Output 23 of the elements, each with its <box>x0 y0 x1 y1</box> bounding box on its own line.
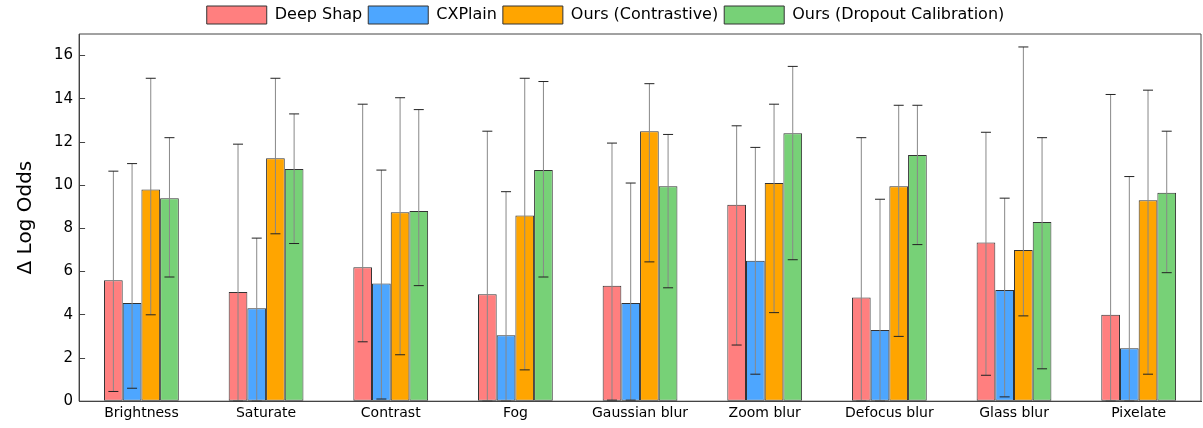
legend-label: Deep Shap <box>274 4 363 24</box>
legend-label: Ours (Dropout Calibration) <box>792 4 1005 24</box>
y-tick-label: 6 <box>63 261 74 280</box>
x-tick-label: Glass blur <box>979 404 1050 421</box>
y-tick-label: 8 <box>63 218 74 237</box>
y-tick-label: 16 <box>53 45 74 64</box>
x-tick-label: Gaussian blur <box>592 404 689 421</box>
y-axis-title: Δ Log Odds <box>12 160 37 275</box>
y-tick-label: 14 <box>53 88 74 107</box>
y-tick-label: 4 <box>63 304 74 323</box>
x-tick-label: Fog <box>502 404 528 421</box>
x-tick-label: Zoom blur <box>728 404 802 421</box>
y-tick-label: 2 <box>63 347 74 366</box>
x-tick-label: Contrast <box>360 404 422 421</box>
x-tick-label: Saturate <box>235 404 297 421</box>
x-tick-label: Pixelate <box>1111 404 1167 421</box>
y-tick-label: 10 <box>53 175 74 194</box>
y-tick-label: 0 <box>63 391 74 410</box>
y-tick-label: 12 <box>53 131 74 150</box>
x-tick-label: Defocus blur <box>845 404 934 421</box>
legend-label: CXPlain <box>436 4 497 24</box>
x-tick-label: Brightness <box>104 404 179 421</box>
legend-label: Ours (Contrastive) <box>570 4 719 24</box>
